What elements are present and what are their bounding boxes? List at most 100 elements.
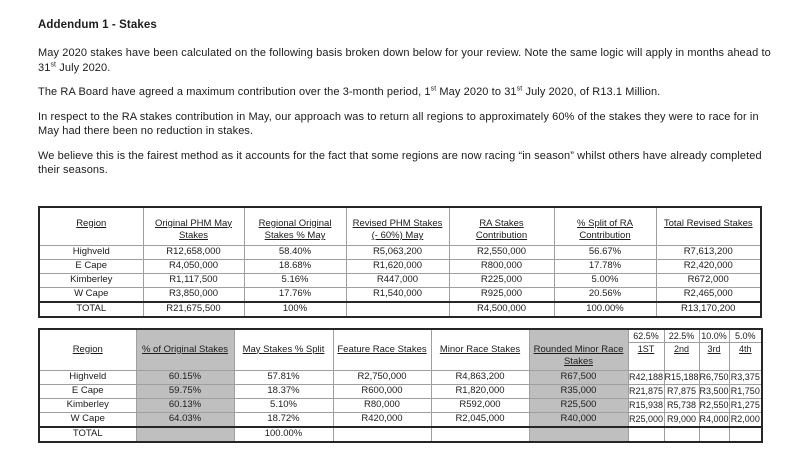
value-cell: R1,750	[728, 384, 763, 399]
table-row: Highveld R12,658,000 58.40% R5,063,200 R2,55…	[38, 245, 762, 260]
table-row: Kimberley R1,117,500 5.16% R447,000 R225,000…	[38, 273, 762, 288]
column-header-label: Original PHM May Stakes	[154, 217, 233, 242]
value-cell: R5,738	[663, 398, 700, 413]
total-value-cell: R21,675,500	[142, 300, 245, 317]
percent-split-cell: 62.5%	[627, 328, 665, 343]
value-cell: R1,540,000	[345, 287, 450, 302]
value-cell: R592,000	[430, 398, 530, 413]
value-cell: R80,000	[332, 398, 432, 413]
column-header-label: Feature Race Stakes	[337, 343, 427, 355]
table-row: E Cape R4,050,000 18.68% R1,620,000 R800,000…	[38, 259, 762, 274]
table-row: Highveld 60.15% 57.81% R2,750,000 R4,863,200…	[38, 370, 763, 385]
table-row: Kimberley 60.13% 5.10% R80,000 R592,000 R25,5…	[38, 398, 763, 413]
value-cell: R420,000	[332, 412, 432, 427]
column-header-label: Region	[76, 217, 107, 229]
empty-cell	[233, 328, 334, 343]
superscript-ordinal: st	[430, 85, 437, 93]
total-value-cell	[728, 425, 763, 442]
percent-split-cell: 10.0%	[698, 328, 730, 343]
region-cell: W Cape	[38, 412, 137, 427]
paragraph-fairest-method: We believe this is the fairest method as…	[38, 149, 762, 177]
column-header-label: 4th	[739, 344, 752, 354]
value-cell: 56.67%	[553, 245, 657, 260]
may-stakes-summary-table: Region Original PHM May Stakes Regional Or…	[38, 205, 762, 318]
column-header: 4th	[728, 342, 763, 371]
region-cell: E Cape	[38, 259, 144, 274]
paragraph-text: The RA Board have agreed a maximum contr…	[38, 86, 431, 98]
value-cell: R15,938	[627, 398, 665, 413]
total-value-cell	[430, 425, 530, 442]
column-header: % Split of RA Contribution	[553, 206, 657, 246]
value-cell: R7,875	[663, 384, 700, 399]
value-cell: R225,000	[448, 273, 555, 288]
value-cell: R2,420,000	[655, 259, 762, 274]
value-cell: R5,063,200	[345, 245, 450, 260]
stakes-split-table: 62.5% 22.5% 10.0% 5.0% Region% of Original S…	[38, 327, 764, 443]
column-header-label: Region	[72, 343, 103, 355]
column-header: Region	[38, 342, 137, 371]
value-cell: 5.16%	[243, 273, 347, 288]
column-header: Minor Race Stakes	[430, 342, 530, 371]
value-cell: 58.40%	[243, 245, 347, 260]
value-cell: R2,000	[728, 412, 763, 427]
percent-split-cell: 5.0%	[728, 328, 763, 343]
empty-cell	[430, 328, 530, 343]
column-header: Rounded Minor Race Stakes	[528, 342, 629, 371]
total-value-cell: R13,170,200	[655, 300, 762, 317]
total-value-cell	[627, 425, 665, 442]
column-header: Feature Race Stakes	[332, 342, 432, 371]
total-value-cell: 100.00%	[553, 300, 657, 317]
percent-split-row: 62.5% 22.5% 10.0% 5.0%	[38, 328, 763, 343]
document-title: Addendum 1 - Stakes	[38, 19, 157, 31]
paragraph-text: July 2020, of R13.1 Million.	[522, 86, 661, 98]
region-cell: Kimberley	[38, 398, 137, 413]
value-cell: R1,820,000	[430, 384, 530, 399]
paragraph-approach: In respect to the RA stakes contribution…	[38, 110, 759, 138]
table-row: W Cape 64.03% 18.72% R420,000 R2,045,000 R40,…	[38, 412, 763, 427]
empty-cell	[332, 328, 432, 343]
column-header-label: Revised PHM Stakes (- 60%) May	[352, 217, 443, 242]
value-cell: R4,863,200	[430, 370, 530, 385]
value-cell: 64.03%	[135, 412, 235, 427]
value-cell: 17.76%	[243, 287, 347, 302]
column-header: Region	[38, 206, 144, 246]
value-cell: R25,000	[627, 412, 665, 427]
value-cell: 5.10%	[233, 398, 334, 413]
total-value-cell: 100%	[243, 300, 347, 317]
value-cell: R1,275	[728, 398, 763, 413]
column-header: 1ST	[627, 342, 665, 371]
value-cell: R2,750,000	[332, 370, 432, 385]
paragraph-ra-board: The RA Board have agreed a maximum contr…	[38, 85, 772, 100]
value-cell: 60.13%	[135, 398, 235, 413]
region-cell: Kimberley	[38, 273, 144, 288]
table-row: E Cape 59.75% 18.37% R600,000 R1,820,000 R35,…	[38, 384, 763, 399]
empty-cell	[528, 328, 629, 343]
total-value-cell	[345, 300, 450, 317]
column-header: 2nd	[663, 342, 700, 371]
superscript-ordinal: st	[50, 60, 57, 68]
total-row: TOTAL 100.00%	[38, 425, 763, 442]
column-header-label: % Split of RA Contribution	[577, 217, 633, 242]
value-cell: R12,658,000	[142, 245, 245, 260]
total-value-cell: 100.00%	[233, 425, 334, 442]
empty-cell	[135, 328, 235, 343]
header-row: Region % of Original Stakes May Stakes % S…	[38, 342, 763, 371]
region-cell: Highveld	[38, 245, 144, 260]
column-header: Total Revised Stakes	[655, 206, 762, 246]
column-header-label: Rounded Minor Race Stakes	[533, 343, 624, 368]
value-cell: 57.81%	[233, 370, 334, 385]
column-header-label: May Stakes % Split	[242, 343, 325, 355]
value-cell: R7,613,200	[655, 245, 762, 260]
value-cell: R25,500	[528, 398, 629, 413]
value-cell: R3,500	[698, 384, 730, 399]
value-cell: 60.15%	[135, 370, 235, 385]
value-cell: R35,000	[528, 384, 629, 399]
column-header-label: 2nd	[674, 344, 690, 354]
value-cell: R67,500	[528, 370, 629, 385]
column-header-label: Regional Original Stakes % May	[258, 217, 332, 242]
column-header-label: Minor Race Stakes	[439, 343, 521, 355]
value-cell: 17.78%	[553, 259, 657, 274]
column-header-label: RA Stakes Contribution	[475, 217, 528, 242]
total-value-cell	[135, 425, 235, 442]
total-value-cell	[528, 425, 629, 442]
